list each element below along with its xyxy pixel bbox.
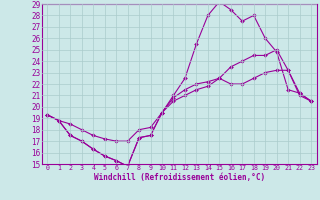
X-axis label: Windchill (Refroidissement éolien,°C): Windchill (Refroidissement éolien,°C) — [94, 173, 265, 182]
